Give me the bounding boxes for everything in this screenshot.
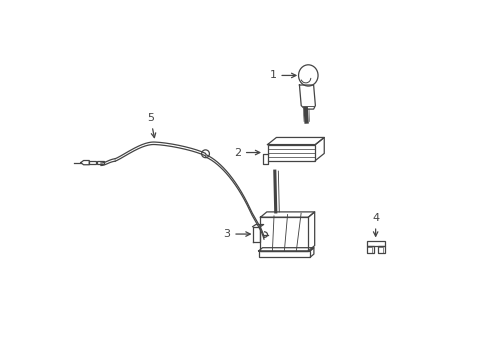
Bar <box>97 161 104 165</box>
Bar <box>260 217 307 251</box>
Text: 2: 2 <box>233 148 259 158</box>
Text: 3: 3 <box>223 229 250 239</box>
Bar <box>267 145 315 161</box>
Bar <box>377 246 384 253</box>
Text: 5: 5 <box>147 113 155 138</box>
Bar <box>378 247 383 253</box>
Bar <box>258 251 309 257</box>
Text: 1: 1 <box>269 71 295 80</box>
Bar <box>89 161 96 165</box>
Text: 4: 4 <box>371 213 378 236</box>
Bar <box>366 241 384 246</box>
Bar <box>367 247 372 253</box>
Bar <box>366 246 373 253</box>
